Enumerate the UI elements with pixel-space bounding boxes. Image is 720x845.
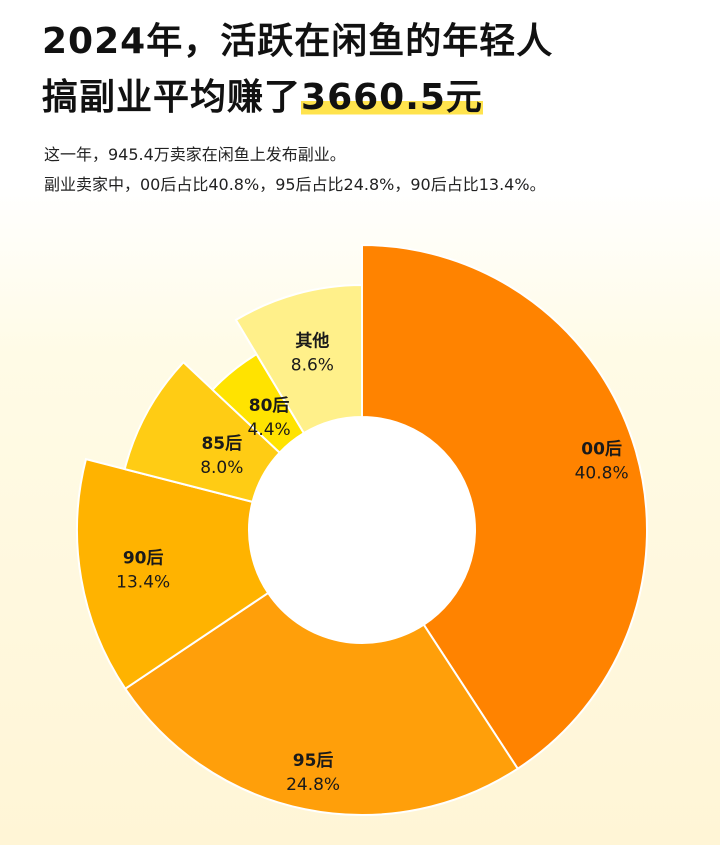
chart-labels: 00后 40.8% 95后 24.8% 90后 13.4% 85后 8.0% 80后 4.4% 其他… bbox=[116, 331, 628, 795]
title-line-2-prefix: 搞副业平均赚了 bbox=[42, 77, 302, 118]
rose-donut-chart: 00后 40.8% 95后 24.8% 90后 13.4% 85后 8.0% 80后 4.4% 其他… bbox=[76, 243, 648, 816]
page-title: 2024年，活跃在闲鱼的年轻人 搞副业平均赚了3660.5元 bbox=[42, 14, 553, 126]
title-line-1: 2024年，活跃在闲鱼的年轻人 bbox=[42, 21, 554, 62]
slice-label-name-2: 90后 bbox=[123, 548, 164, 568]
subtitle-line-1: 这一年，945.4万卖家在闲鱼上发布副业。 bbox=[44, 145, 346, 164]
donut-hole bbox=[249, 417, 475, 643]
slice-label-name-4: 80后 bbox=[249, 396, 290, 416]
slice-label-value-5: 8.6% bbox=[291, 356, 334, 376]
title-line-2: 搞副业平均赚了3660.5元 bbox=[42, 70, 553, 126]
slice-label-value-2: 13.4% bbox=[116, 572, 170, 592]
subtitle: 这一年，945.4万卖家在闲鱼上发布副业。 副业卖家中，00后占比40.8%，9… bbox=[44, 140, 546, 200]
chart-slices bbox=[76, 243, 648, 816]
slice-label-value-4: 4.4% bbox=[248, 420, 291, 440]
slice-5 bbox=[234, 283, 363, 435]
slice-label-value-1: 24.8% bbox=[286, 775, 340, 795]
slice-label-name-0: 00后 bbox=[581, 440, 622, 460]
title-highlight-amount: 3660.5元 bbox=[301, 77, 483, 118]
slice-label-name-3: 85后 bbox=[201, 434, 242, 454]
slice-label-name-1: 95后 bbox=[293, 751, 334, 771]
subtitle-line-2: 副业卖家中，00后占比40.8%，95后占比24.8%，90后占比13.4%。 bbox=[44, 175, 546, 194]
slice-label-value-3: 8.0% bbox=[200, 458, 243, 478]
slice-label-value-0: 40.8% bbox=[575, 464, 629, 484]
slice-label-name-5: 其他 bbox=[295, 331, 329, 352]
